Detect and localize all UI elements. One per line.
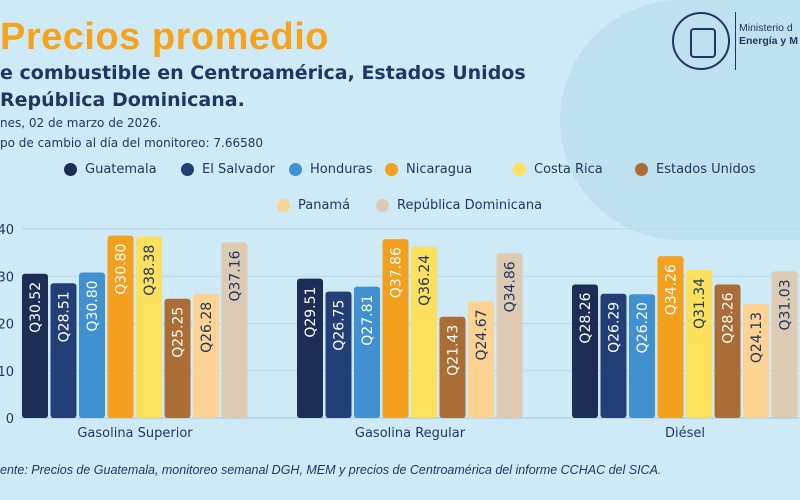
bar-república-dominicana — [221, 242, 248, 418]
bar-honduras — [354, 286, 380, 418]
legend-item: Nicaragua — [385, 162, 472, 177]
legend-swatch — [64, 163, 77, 176]
legend-swatch — [513, 163, 526, 176]
legend-label: Costa Rica — [534, 162, 603, 177]
legend-swatch — [376, 199, 389, 212]
bar-value-label: Q28.26 — [721, 292, 737, 343]
legend-item: El Salvador — [181, 162, 275, 177]
ministry-name-line-1: Ministerio d — [739, 22, 793, 34]
bar-value-label: Q30.80 — [85, 280, 101, 331]
legend-item: Guatemala — [64, 162, 157, 177]
y-tick-label: 10 — [0, 365, 14, 380]
bar-value-label: Q26.20 — [635, 302, 651, 353]
source-note: ente: Precios de Guatemala, monitoreo se… — [0, 463, 662, 477]
bar-costa-rica — [686, 269, 712, 418]
bar-value-label: Q26.75 — [332, 300, 348, 351]
legend-label: Estados Unidos — [656, 162, 756, 177]
legend-swatch — [635, 163, 648, 176]
bar-value-label: Q28.51 — [57, 291, 73, 342]
bar-guatemala — [572, 284, 598, 418]
legend-label: Panamá — [298, 198, 351, 213]
x-category-label: Gasolina Superior — [77, 426, 193, 441]
bar-nicaragua — [107, 235, 134, 418]
bar-value-label: Q29.51 — [303, 287, 319, 338]
legend-item: Costa Rica — [513, 162, 603, 177]
page-title: Precios promedio — [0, 16, 329, 58]
bar-panamá — [743, 303, 769, 418]
legend-swatch — [181, 163, 194, 176]
bar-value-label: Q28.26 — [578, 292, 594, 343]
subtitle-line-2: República Dominicana. — [0, 89, 245, 111]
x-category-label: Diésel — [665, 426, 705, 441]
y-tick-label: 0 — [6, 412, 14, 427]
bar-value-label: Q37.16 — [228, 250, 244, 301]
legend-label: El Salvador — [202, 162, 275, 177]
legend-label: Honduras — [310, 162, 373, 177]
ministry-name-line-2: Energía y M — [739, 35, 798, 47]
bar-value-label: Q24.13 — [749, 312, 765, 363]
bar-value-label: Q36.24 — [417, 255, 433, 306]
bar-guatemala — [297, 278, 323, 418]
bar-value-label: Q24.67 — [474, 309, 490, 360]
bar-value-label: Q34.86 — [503, 261, 519, 312]
report-date: nes, 02 de marzo de 2026. — [0, 116, 162, 130]
bar-estados-unidos — [439, 316, 466, 418]
bar-el-salvador — [600, 293, 627, 418]
bar-el-salvador — [50, 283, 77, 418]
bar-value-label: Q30.80 — [114, 244, 130, 295]
bar-value-label: Q38.38 — [142, 245, 158, 296]
legend-label: República Dominicana — [397, 198, 543, 213]
bar-value-label: Q25.25 — [171, 307, 187, 358]
legend-label: Guatemala — [85, 162, 157, 177]
guatemala-seal-logo — [672, 12, 730, 70]
bar-estados-unidos — [714, 284, 741, 418]
bar-value-label: Q30.52 — [28, 282, 44, 333]
legend-item: Honduras — [289, 162, 373, 177]
legend-label: Nicaragua — [406, 162, 473, 177]
subtitle-line-1: e combustible en Centroamérica, Estados … — [0, 62, 526, 84]
bar-el-salvador — [325, 291, 352, 418]
bar-guatemala — [22, 273, 48, 418]
bar-value-label: Q31.03 — [778, 279, 794, 330]
bar-república-dominicana — [496, 253, 523, 418]
bar-honduras — [629, 294, 655, 418]
bar-panamá — [193, 293, 219, 418]
legend-item: República Dominicana — [376, 198, 542, 213]
bar-panamá — [468, 301, 494, 418]
y-tick-label: 30 — [0, 270, 14, 285]
legend-item: Panamá — [277, 198, 350, 213]
legend-swatch — [289, 163, 302, 176]
bar-value-label: Q37.86 — [389, 247, 405, 298]
bar-value-label: Q34.26 — [664, 264, 680, 315]
y-tick-label: 20 — [0, 318, 14, 333]
exchange-rate: po de cambio al día del monitoreo: 7.665… — [0, 136, 263, 150]
bar-honduras — [79, 272, 105, 418]
bar-costa-rica — [411, 246, 437, 418]
legend-item: Estados Unidos — [635, 162, 756, 177]
bar-value-label: Q26.28 — [199, 302, 215, 353]
bar-república-dominicana — [771, 271, 798, 418]
legend-swatch — [277, 199, 290, 212]
bar-nicaragua — [382, 239, 409, 418]
bar-value-label: Q27.81 — [360, 295, 376, 346]
logo-divider — [735, 12, 736, 70]
y-tick-label: 40 — [0, 223, 14, 238]
bar-nicaragua — [657, 256, 684, 418]
bar-costa-rica — [136, 236, 162, 418]
x-category-label: Gasolina Regular — [355, 426, 466, 441]
bar-value-label: Q31.34 — [692, 278, 708, 329]
bar-estados-unidos — [164, 298, 191, 418]
bar-value-label: Q21.43 — [446, 325, 462, 376]
legend-swatch — [385, 163, 398, 176]
bar-value-label: Q26.29 — [607, 302, 623, 353]
